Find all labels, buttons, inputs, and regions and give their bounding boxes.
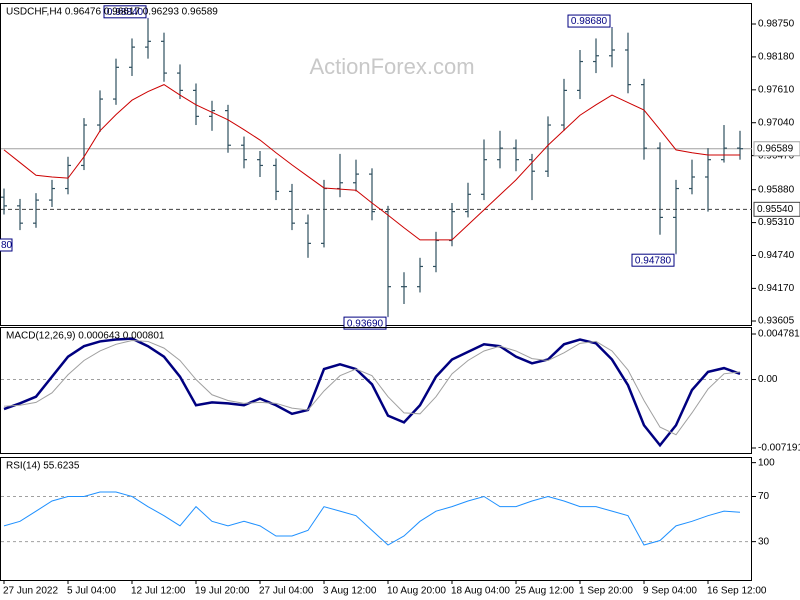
- indicator-line: [3, 491, 741, 546]
- price-label-box: [753, 141, 800, 157]
- indicator-line: [3, 337, 741, 448]
- y-tick-label: -0.007191: [758, 443, 800, 454]
- watermark: ActionForex.com: [309, 54, 474, 79]
- x-tick-label: 1 Sep 20:00: [579, 586, 633, 597]
- pane-frame: [0, 327, 752, 454]
- x-tick-label: 9 Sep 04:00: [643, 586, 697, 597]
- x-tick-label: 19 Jul 20:00: [195, 586, 250, 597]
- y-tick-label: 0.94740: [758, 250, 795, 261]
- x-tick-label: 5 Jul 04:00: [67, 586, 116, 597]
- price-label-box: [753, 201, 800, 217]
- annotation-box: [567, 14, 611, 28]
- price-label: 0.96589: [757, 143, 794, 154]
- y-tick-label: 0.98750: [758, 19, 795, 30]
- y-tick-label: 70: [758, 491, 770, 502]
- annotation-box: [103, 5, 147, 19]
- x-tick-label: 27 Jun 2022: [3, 586, 58, 597]
- x-tick-label: 25 Aug 12:00: [515, 586, 574, 597]
- y-tick-label: 0.004781: [758, 329, 800, 340]
- annotation-box: [0, 238, 13, 252]
- y-tick-label: 30: [758, 536, 770, 547]
- x-tick-label: 18 Aug 04:00: [451, 586, 510, 597]
- pane-title: RSI(14) 55.6235: [6, 461, 80, 472]
- y-tick-label: 0.94170: [758, 283, 795, 294]
- y-tick-label: 0.95880: [758, 184, 795, 195]
- pane-title: USDCHF,H4 0.96476 0.96617 0.96293 0.9658…: [6, 7, 218, 18]
- annotation-label: 0.93690: [347, 318, 384, 329]
- y-tick-label: 0.97040: [758, 117, 795, 128]
- y-tick-label: 0.93605: [758, 316, 795, 327]
- y-tick-label: 0.95310: [758, 217, 795, 228]
- annotation-label: 0.94780: [635, 255, 672, 266]
- pane-title: MACD(12,26,9) 0.000643 0.000801: [6, 331, 165, 342]
- x-tick-label: 10 Aug 20:00: [387, 586, 446, 597]
- price-label: 0.95540: [757, 204, 794, 215]
- y-tick-label: 0.97610: [758, 84, 795, 95]
- y-tick-label: 0.98180: [758, 52, 795, 63]
- pane-frame: [0, 457, 752, 581]
- annotation-label: 0.98680: [571, 16, 608, 27]
- y-tick-label: 100: [758, 457, 775, 468]
- x-tick-label: 16 Sep 12:00: [707, 586, 767, 597]
- moving-average: [3, 84, 740, 241]
- annotation-box: [631, 253, 675, 267]
- x-tick-label: 3 Aug 12:00: [323, 586, 377, 597]
- annotation-label: 80: [1, 240, 13, 251]
- annotation-label: 0.98840: [107, 7, 144, 18]
- indicator-line: [3, 339, 741, 436]
- annotation-box: [343, 316, 387, 330]
- x-tick-label: 12 Jul 12:00: [131, 586, 186, 597]
- x-tick-label: 27 Jul 04:00: [259, 586, 314, 597]
- y-tick-label: 0.00: [758, 374, 778, 385]
